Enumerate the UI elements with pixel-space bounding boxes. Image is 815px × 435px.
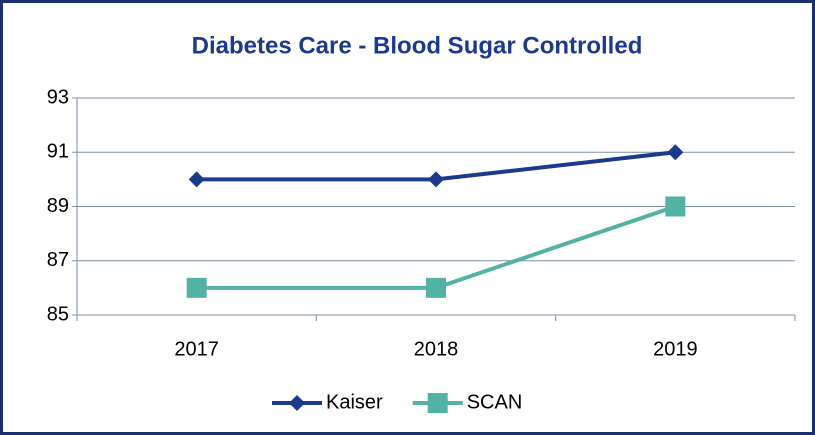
- chart-title: Diabetes Care - Blood Sugar Controlled: [192, 32, 643, 59]
- data-point: [186, 277, 207, 298]
- y-tick-label: 87: [47, 249, 69, 271]
- data-point: [665, 196, 686, 217]
- x-tick-label: 2018: [414, 338, 459, 360]
- y-tick-label: 89: [47, 195, 69, 217]
- legend-label: SCAN: [467, 391, 523, 413]
- legend-marker: [289, 395, 305, 411]
- y-tick-label: 91: [47, 141, 69, 163]
- data-point: [426, 277, 446, 298]
- data-point: [428, 171, 444, 188]
- y-tick-label: 85: [47, 303, 69, 325]
- data-point: [188, 171, 205, 188]
- x-tick-label: 2017: [174, 338, 219, 360]
- legend-label: Kaiser: [326, 391, 383, 413]
- legend-marker: [427, 393, 448, 413]
- x-tick-label: 2019: [653, 338, 698, 360]
- data-point: [667, 144, 684, 161]
- y-tick-label: 93: [47, 86, 69, 108]
